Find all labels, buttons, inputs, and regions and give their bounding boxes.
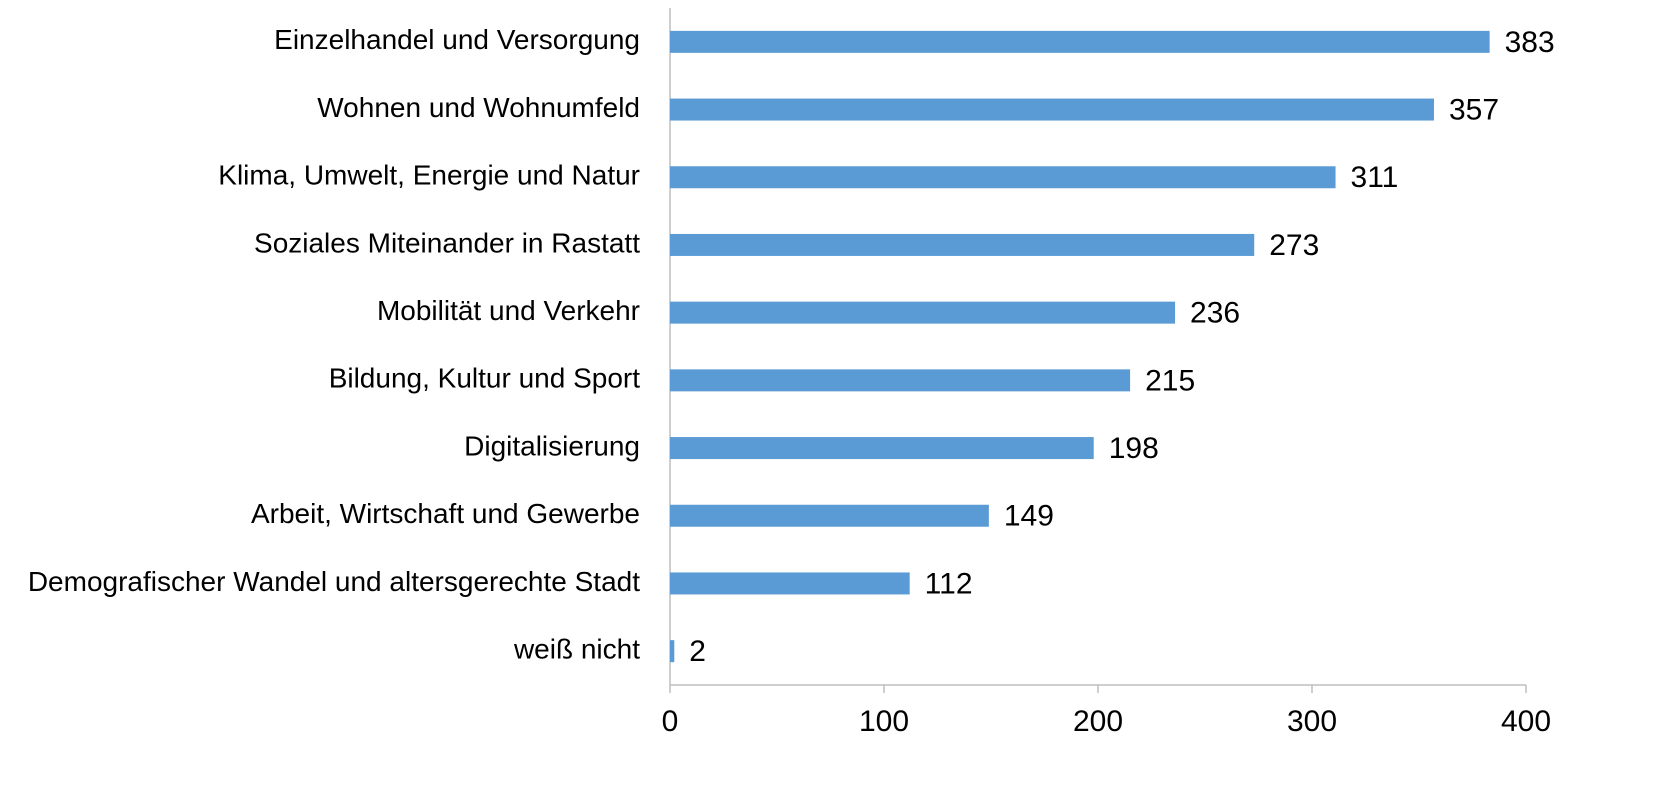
bar	[670, 640, 675, 663]
bar	[670, 437, 1094, 460]
x-tick-label: 200	[1073, 705, 1123, 738]
value-label: 215	[1145, 364, 1195, 397]
value-label: 357	[1449, 93, 1499, 126]
value-label: 2	[689, 635, 706, 668]
bar	[670, 504, 989, 527]
y-tick-label: Wohnen und Wohnumfeld	[317, 92, 640, 123]
value-label: 236	[1190, 297, 1240, 330]
y-tick-label: Digitalisierung	[464, 430, 640, 461]
y-tick-label: Klima, Umwelt, Energie und Natur	[218, 160, 640, 191]
x-tick-label: 400	[1501, 705, 1551, 738]
bar	[670, 572, 910, 595]
value-label: 311	[1351, 161, 1399, 194]
value-label: 149	[1004, 500, 1054, 533]
bar	[670, 166, 1336, 189]
value-label: 383	[1505, 26, 1555, 59]
y-tick-label: Demografischer Wandel und altersgerechte…	[28, 566, 640, 597]
y-tick-label: Soziales Miteinander in Rastatt	[254, 227, 640, 258]
bar	[670, 301, 1176, 324]
bar	[670, 98, 1434, 121]
bar	[670, 369, 1131, 392]
x-tick-label: 0	[662, 705, 679, 738]
bar	[670, 30, 1490, 53]
y-tick-label: Bildung, Kultur und Sport	[329, 363, 641, 394]
value-label: 273	[1269, 229, 1319, 262]
x-tick-label: 100	[859, 705, 909, 738]
x-tick-label: 300	[1287, 705, 1337, 738]
y-tick-label: weiß nicht	[513, 634, 640, 665]
value-label: 112	[925, 567, 973, 600]
bar	[670, 233, 1255, 256]
y-tick-label: Mobilität und Verkehr	[377, 295, 640, 326]
y-tick-label: Einzelhandel und Versorgung	[274, 24, 640, 55]
value-label: 198	[1109, 432, 1159, 465]
y-tick-label: Arbeit, Wirtschaft und Gewerbe	[251, 498, 640, 529]
